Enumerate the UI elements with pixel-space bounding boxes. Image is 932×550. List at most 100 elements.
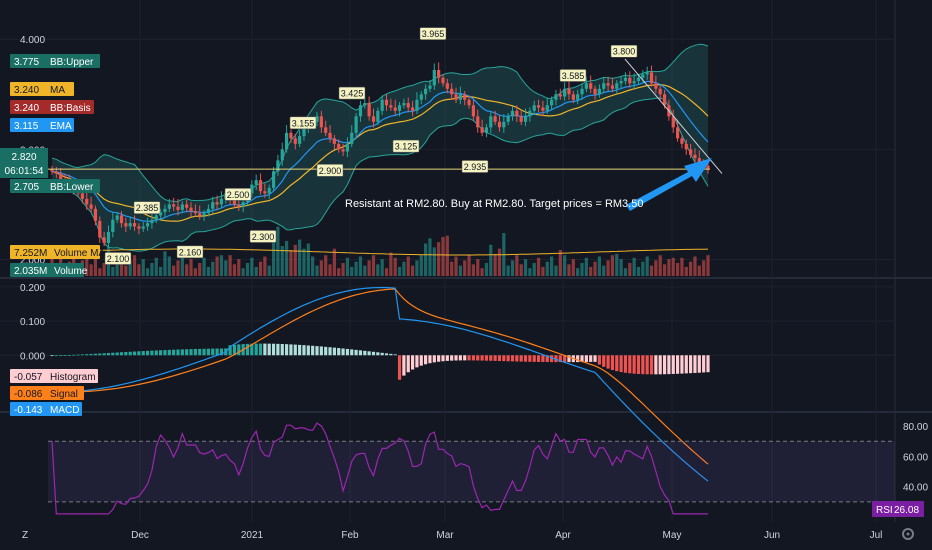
candle xyxy=(137,223,141,235)
candle-body xyxy=(211,202,215,209)
candle-body xyxy=(328,132,332,139)
candle-body xyxy=(102,237,106,243)
volume-bar xyxy=(89,264,93,276)
volume-bar xyxy=(484,263,489,276)
candle xyxy=(206,204,210,217)
candle xyxy=(545,97,549,115)
volume-bar xyxy=(363,265,367,276)
histogram-bar xyxy=(332,347,336,356)
histogram-bar xyxy=(445,355,449,361)
legend-tag-signal: -0.086 Signal xyxy=(10,386,84,400)
price-callout: 3.585 xyxy=(559,69,587,82)
volume-bar xyxy=(458,265,462,276)
histogram-bar xyxy=(215,348,219,356)
volume-bar xyxy=(232,264,237,276)
candle xyxy=(119,211,124,228)
candle xyxy=(693,148,697,163)
candle xyxy=(419,90,423,105)
candle-body xyxy=(128,223,132,227)
candle-body xyxy=(632,81,636,84)
volume-bar xyxy=(258,261,263,276)
volume-bar xyxy=(397,266,402,276)
candle xyxy=(571,90,575,104)
candle xyxy=(497,115,502,132)
price-callout: 3.155 xyxy=(289,116,317,130)
volume-bar xyxy=(215,256,219,276)
callout-text: 3.965 xyxy=(422,29,445,39)
callout-text: 2.160 xyxy=(179,247,202,257)
callout-text: 2.300 xyxy=(252,232,275,242)
candle-body xyxy=(580,88,584,95)
histogram-bar xyxy=(354,349,358,356)
volume-bar xyxy=(471,264,476,276)
legend-tag-volume-ma: 7.252M Volume MA xyxy=(10,245,105,259)
volume-bar xyxy=(649,265,654,276)
candle xyxy=(298,130,302,148)
candle-body xyxy=(354,116,358,133)
countdown: 06:01:54 xyxy=(5,166,44,177)
volume-bar xyxy=(563,255,567,276)
volume-bar xyxy=(284,240,289,276)
candle xyxy=(406,97,410,112)
candle xyxy=(554,89,558,106)
volume-bar xyxy=(675,263,680,276)
candle xyxy=(159,208,163,220)
candle-body xyxy=(654,83,658,89)
gear-icon[interactable] xyxy=(902,528,914,540)
volume-bar xyxy=(311,256,315,276)
histogram-bar xyxy=(115,352,119,356)
candle-body xyxy=(80,193,85,199)
histogram-bar xyxy=(293,344,297,356)
signal-line xyxy=(52,288,709,465)
candle-body xyxy=(445,83,449,89)
histogram-bar xyxy=(72,354,76,356)
histogram-bar xyxy=(506,355,510,362)
histogram-bar xyxy=(98,353,102,356)
histogram-bar xyxy=(693,355,697,373)
legend-tag-bg xyxy=(10,54,100,68)
candle-body xyxy=(393,107,397,111)
candle-body xyxy=(150,219,154,224)
callout-text: 2.900 xyxy=(319,166,342,176)
histogram-bar xyxy=(371,351,376,356)
volume-bar xyxy=(389,252,393,276)
histogram-bar xyxy=(550,355,554,363)
price-callout: 2.100 xyxy=(104,252,132,265)
histogram-bar xyxy=(193,348,197,356)
volume-bar xyxy=(206,266,210,276)
candle-body xyxy=(258,180,263,192)
rsi-label: RSI xyxy=(876,505,893,516)
volume-bar xyxy=(298,239,302,276)
macd-histogram xyxy=(50,343,710,380)
z-button[interactable]: Z xyxy=(22,530,28,541)
histogram-bar xyxy=(558,355,562,363)
candle xyxy=(432,63,436,90)
candle xyxy=(606,76,610,91)
current-price: 2.820 xyxy=(11,152,36,163)
volume-bar xyxy=(693,256,697,276)
rsi-band xyxy=(48,441,895,502)
candle xyxy=(50,165,54,175)
volume-bar xyxy=(680,257,684,276)
histogram-bar xyxy=(467,355,471,361)
candle xyxy=(358,100,363,122)
candle xyxy=(271,166,276,192)
candle-body xyxy=(428,85,432,89)
volume-bar xyxy=(476,259,480,276)
histogram-bar xyxy=(341,348,345,356)
bb-lower-line xyxy=(51,97,709,252)
candle-body xyxy=(645,72,649,75)
histogram-bar xyxy=(167,349,171,356)
legend-tag-bb-basis: 3.240 BB:Basis xyxy=(10,100,94,114)
volume-bar xyxy=(254,266,258,276)
candle xyxy=(354,113,358,138)
candle xyxy=(476,109,480,133)
candles xyxy=(50,62,710,248)
callout-box xyxy=(419,27,447,40)
price-callout: 3.125 xyxy=(392,139,420,153)
candle xyxy=(132,215,137,231)
histogram-bar xyxy=(258,343,263,356)
volume-bar xyxy=(536,257,541,276)
histogram-bar xyxy=(489,355,493,361)
callout-text: 2.100 xyxy=(107,254,130,264)
